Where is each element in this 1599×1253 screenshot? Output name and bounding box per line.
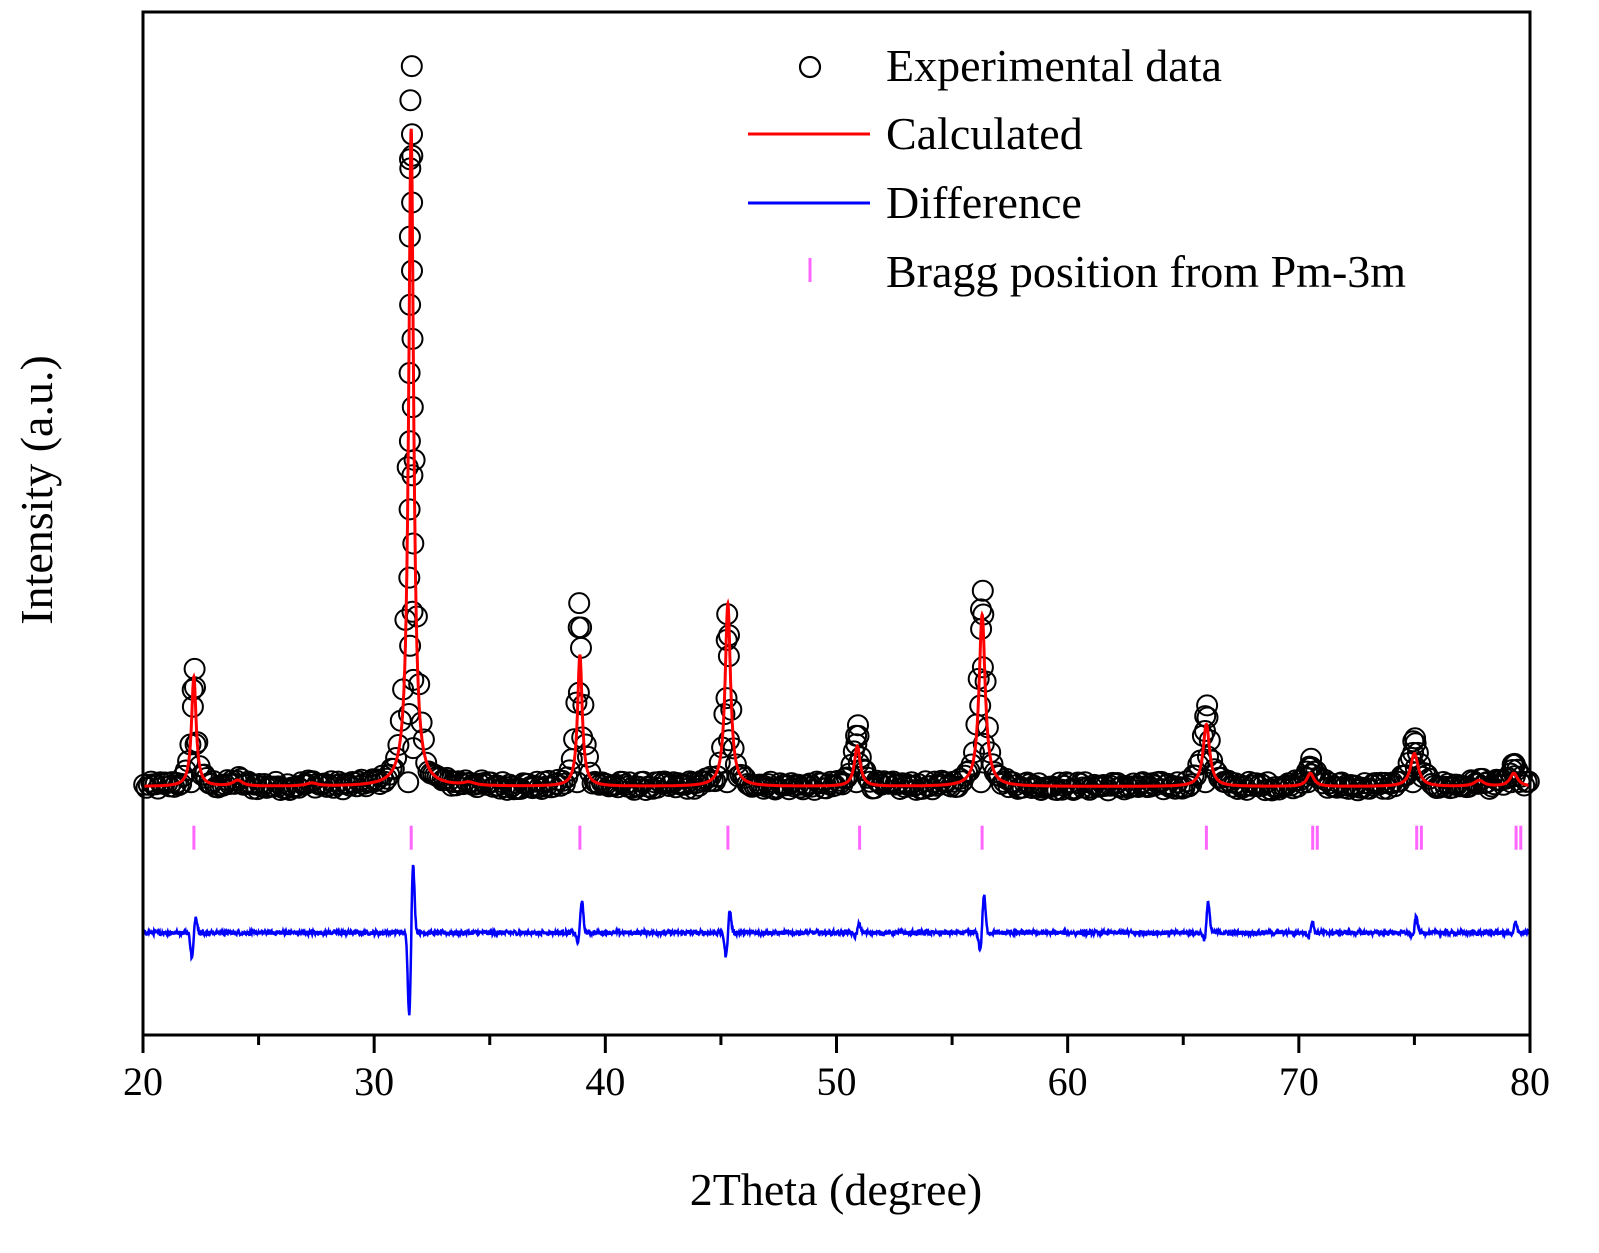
experimental-point bbox=[568, 592, 591, 615]
experimental-point bbox=[819, 770, 842, 793]
x-axis-title: 2Theta (degree) bbox=[690, 1164, 982, 1215]
x-tick-label: 50 bbox=[817, 1059, 857, 1104]
experimental-point bbox=[923, 770, 946, 793]
experimental-point bbox=[970, 771, 992, 794]
experimental-point bbox=[401, 464, 424, 487]
difference-line bbox=[141, 864, 1532, 1016]
experimental-point bbox=[1295, 760, 1318, 783]
experimental-point bbox=[1312, 772, 1335, 795]
experimental-point bbox=[981, 753, 1004, 776]
legend: Experimental data Calculated Difference … bbox=[748, 40, 1406, 297]
experimental-point bbox=[752, 777, 775, 800]
bragg-positions-series bbox=[192, 825, 1523, 850]
experimental-point bbox=[847, 714, 869, 737]
experimental-point bbox=[1122, 772, 1145, 795]
experimental-point bbox=[1402, 730, 1425, 753]
legend-label-experimental: Experimental data bbox=[886, 40, 1222, 91]
experimental-point bbox=[1300, 747, 1323, 770]
experimental-point bbox=[953, 764, 976, 787]
experimental-point bbox=[400, 55, 423, 78]
experimental-point bbox=[1404, 727, 1427, 750]
experimental-point bbox=[401, 600, 424, 623]
experimental-point bbox=[1196, 694, 1219, 717]
experimental-point bbox=[1300, 763, 1323, 786]
legend-label-calculated: Calculated bbox=[886, 108, 1083, 159]
experimental-point bbox=[716, 771, 738, 794]
experimental-point bbox=[882, 770, 905, 793]
experimental-point bbox=[399, 89, 422, 112]
experimental-point bbox=[398, 498, 421, 521]
experimental-point bbox=[558, 759, 581, 782]
calculated-line bbox=[143, 128, 1531, 788]
x-tick-label: 70 bbox=[1279, 1059, 1319, 1104]
y-axis-title: Intensity (a.u.) bbox=[11, 355, 62, 625]
experimental-point bbox=[1194, 771, 1217, 794]
experimental-point bbox=[1326, 776, 1348, 799]
experimental-point bbox=[972, 732, 995, 755]
experimental-point bbox=[971, 579, 994, 602]
experimental-point bbox=[397, 771, 420, 794]
experimental-point bbox=[382, 757, 405, 780]
legend-marker-experimental bbox=[798, 55, 822, 79]
experimental-point bbox=[398, 566, 421, 589]
experimental-point bbox=[969, 694, 992, 717]
experimental-point bbox=[715, 687, 738, 710]
experimental-point bbox=[1358, 777, 1381, 800]
x-tick-label: 80 bbox=[1510, 1059, 1550, 1104]
experimental-point bbox=[1441, 776, 1464, 799]
experimental-point bbox=[399, 634, 422, 657]
plot-frame bbox=[141, 10, 1532, 1037]
experimental-point bbox=[385, 747, 408, 769]
legend-label-bragg: Bragg position from Pm-3m bbox=[886, 246, 1406, 297]
x-tick-label: 30 bbox=[354, 1059, 394, 1104]
experimental-point bbox=[1402, 741, 1425, 764]
experimental-point bbox=[718, 729, 740, 752]
x-tick-label: 40 bbox=[585, 1059, 625, 1104]
x-tick-label: 20 bbox=[123, 1059, 163, 1104]
x-tick-labels: 20 30 40 50 60 70 80 bbox=[123, 1059, 1550, 1104]
axis-ticks bbox=[141, 1035, 1532, 1053]
experimental-point bbox=[402, 532, 425, 555]
plot-area bbox=[133, 55, 1540, 1016]
x-tick-label: 60 bbox=[1048, 1059, 1088, 1104]
legend-label-difference: Difference bbox=[886, 177, 1082, 228]
experimental-point bbox=[1131, 771, 1154, 794]
experimental-data-series bbox=[133, 55, 1540, 802]
experimental-point bbox=[364, 770, 387, 793]
